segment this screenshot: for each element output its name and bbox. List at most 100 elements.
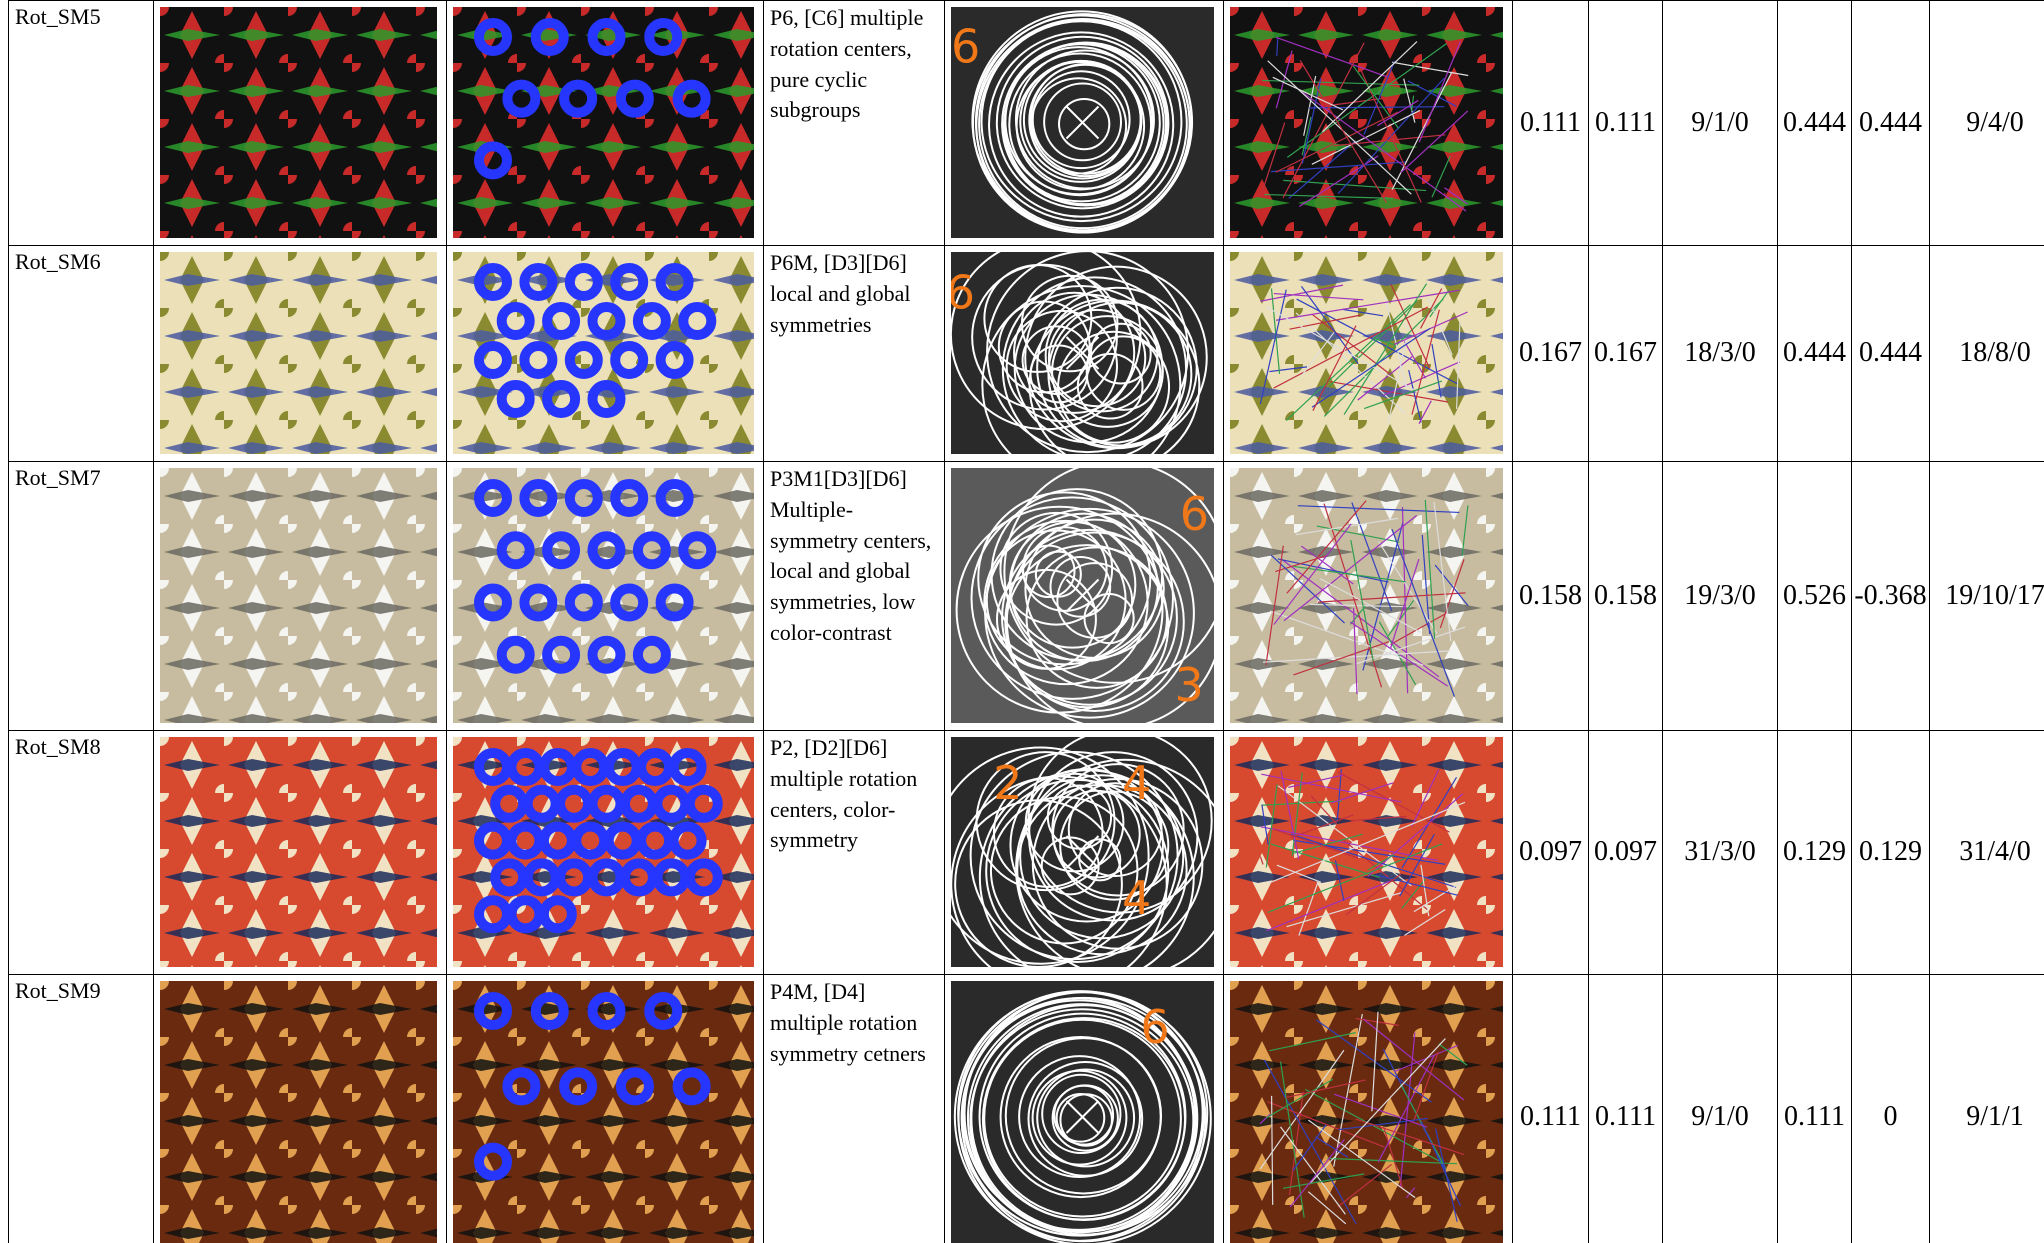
group-line — [1273, 306, 1429, 389]
group-line — [1268, 801, 1466, 884]
center-marker — [564, 583, 603, 622]
center-marker — [632, 531, 671, 570]
description: P3M1[D3][D6] Multiple-symmetry centers, … — [763, 461, 944, 730]
center-cross — [1065, 578, 1100, 613]
center-marker — [678, 302, 717, 340]
vote-circle — [1053, 1084, 1115, 1146]
group-line — [1387, 600, 1415, 637]
group-image — [1223, 974, 1512, 1243]
group-line — [1276, 864, 1322, 883]
group-line — [1266, 306, 1419, 393]
group-line — [1330, 381, 1448, 403]
overlay-digit: 2 — [993, 756, 1022, 810]
vote-circle — [1024, 772, 1125, 873]
row-label: Rot_SM7 — [8, 461, 153, 730]
row-label: Rot_SM5 — [8, 0, 153, 245]
group-line — [1373, 337, 1396, 346]
group-image — [1223, 461, 1512, 730]
texture — [160, 468, 437, 723]
center-marker — [644, 18, 683, 56]
center-marker — [655, 341, 694, 379]
detection-image — [446, 730, 763, 974]
group-line — [1334, 860, 1345, 901]
group-line — [1289, 1139, 1345, 1208]
center-marker — [530, 18, 569, 56]
group-line — [1277, 785, 1412, 887]
group-line — [1275, 50, 1293, 109]
value-cell: 18/3/0 — [1662, 245, 1777, 461]
vote-circle — [1029, 344, 1089, 404]
group-image — [1223, 0, 1512, 245]
row-label: Rot_SM6 — [8, 245, 153, 461]
center-marker — [496, 635, 535, 674]
center-marker — [684, 784, 723, 823]
group-line — [1322, 41, 1418, 133]
detection-image — [446, 461, 763, 730]
texture — [160, 252, 437, 454]
description: P4M, [D4] multiple rotation symmetry cet… — [763, 974, 944, 1243]
vote-circle — [981, 1016, 1186, 1222]
group-line — [1356, 626, 1466, 665]
vote-circle — [970, 496, 1174, 700]
vote-circle — [978, 769, 1195, 967]
original-image — [153, 974, 446, 1243]
description: P2, [D2][D6] multiple rotation centers, … — [763, 730, 944, 974]
group-line — [1343, 283, 1428, 415]
group-line — [1384, 296, 1408, 390]
pattern-image — [160, 981, 437, 1243]
group-line — [1401, 878, 1426, 909]
value-cell: -0.368 — [1851, 461, 1929, 730]
group-line — [1367, 793, 1464, 877]
group-line — [1307, 1191, 1347, 1225]
vote-circle — [988, 31, 1175, 218]
vote-circle — [989, 795, 1139, 945]
group-line — [1357, 356, 1413, 401]
vote-circle — [983, 1018, 1182, 1218]
texture — [453, 7, 754, 238]
vote-circle — [1013, 291, 1136, 414]
group-line — [1308, 1038, 1446, 1185]
center-marker — [610, 263, 649, 301]
group-line — [1286, 42, 1447, 158]
center-cross — [1065, 1100, 1100, 1134]
group-line — [1276, 38, 1279, 56]
vote-circle — [1003, 468, 1214, 684]
center-marker — [587, 302, 626, 340]
group-line — [1288, 140, 1356, 199]
vote-circle — [1036, 1068, 1136, 1168]
center-marker — [668, 821, 707, 860]
group-line — [1411, 769, 1440, 827]
vote-circle — [1057, 330, 1171, 444]
center-marker — [502, 79, 541, 118]
center-marker — [587, 380, 626, 418]
center-marker — [542, 380, 581, 418]
voting-image: 6 — [944, 974, 1223, 1243]
group-line — [1273, 828, 1360, 859]
center-marker — [474, 341, 512, 379]
original-image — [153, 730, 446, 974]
texture — [1230, 7, 1503, 238]
vote-circle — [1021, 526, 1108, 612]
vote-circle — [1078, 838, 1122, 882]
original-image — [153, 245, 446, 461]
value-cell: 0.444 — [1777, 0, 1851, 245]
group-line — [1272, 76, 1344, 111]
center-marker — [496, 531, 535, 570]
group-line — [1301, 545, 1354, 585]
value-cell: 0.444 — [1777, 245, 1851, 461]
center-marker — [610, 479, 649, 517]
group-line — [1444, 187, 1468, 205]
group-line — [1408, 369, 1422, 423]
group-line — [1401, 507, 1409, 694]
vote-circle — [995, 568, 1097, 670]
group-line — [1399, 833, 1435, 897]
voting-canvas: 63 — [951, 468, 1214, 723]
detection-image — [446, 0, 763, 245]
center-marker — [678, 531, 717, 570]
group-line — [1424, 499, 1436, 639]
value-cell: 0.129 — [1851, 730, 1929, 974]
group-line — [1403, 78, 1416, 123]
value-cell: 0.167 — [1512, 245, 1588, 461]
group-line — [1400, 110, 1469, 173]
